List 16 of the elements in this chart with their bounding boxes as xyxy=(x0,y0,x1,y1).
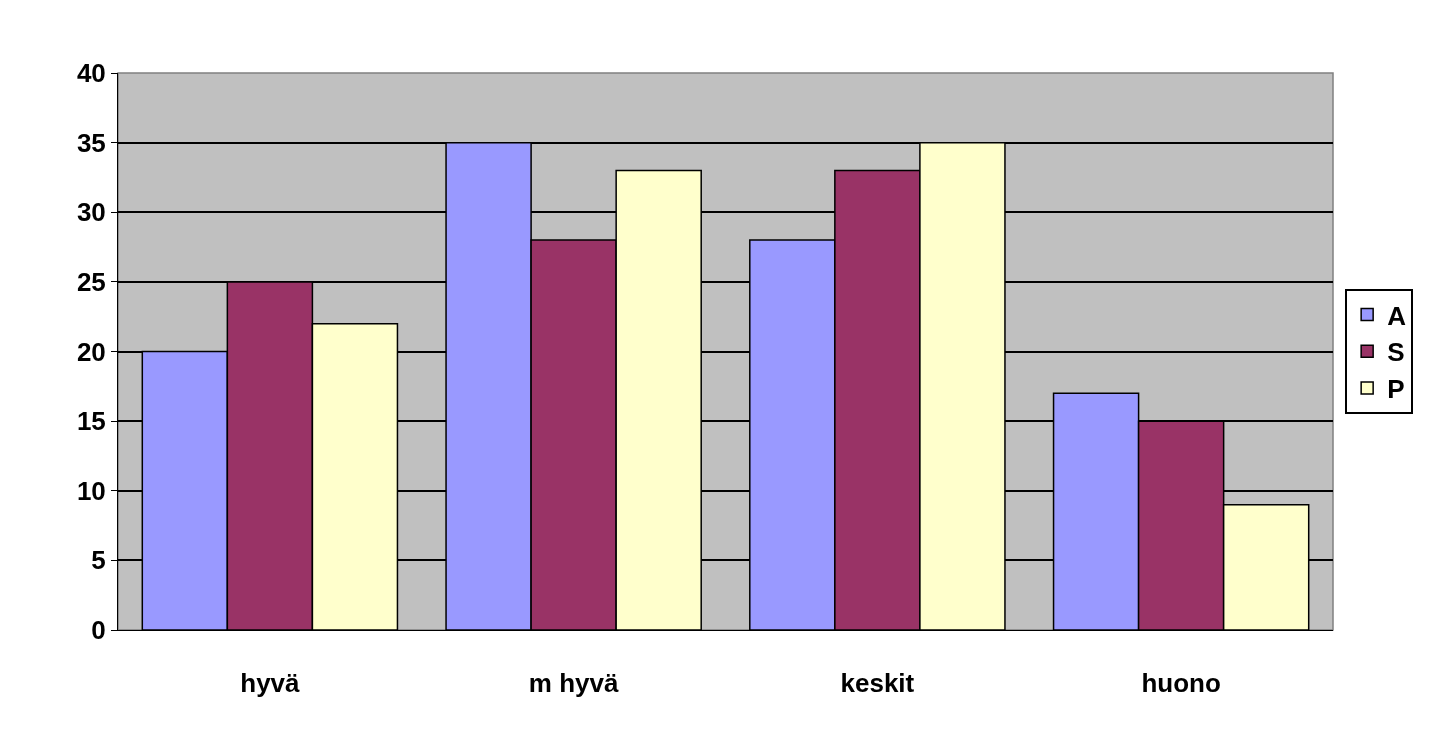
x-tick-label: hyvä xyxy=(240,668,301,699)
y-tick-label: 10 xyxy=(76,475,106,506)
x-tick-label: huono xyxy=(1141,668,1221,699)
y-tick-label: 30 xyxy=(76,197,106,228)
legend-label: A xyxy=(1387,300,1407,331)
legend-label: S xyxy=(1387,337,1405,368)
legend-label: P xyxy=(1387,374,1405,405)
y-tick-label: 0 xyxy=(91,615,106,646)
y-tick-label: 15 xyxy=(76,406,106,437)
y-tick-label: 5 xyxy=(91,545,106,576)
y-tick-label: 20 xyxy=(76,336,106,367)
y-tick-label: 35 xyxy=(76,127,106,158)
x-tick-label: m hyvä xyxy=(528,668,619,699)
x-tick-label: keskit xyxy=(840,668,915,699)
y-tick-label: 40 xyxy=(76,58,106,89)
y-tick-label: 25 xyxy=(76,266,106,297)
